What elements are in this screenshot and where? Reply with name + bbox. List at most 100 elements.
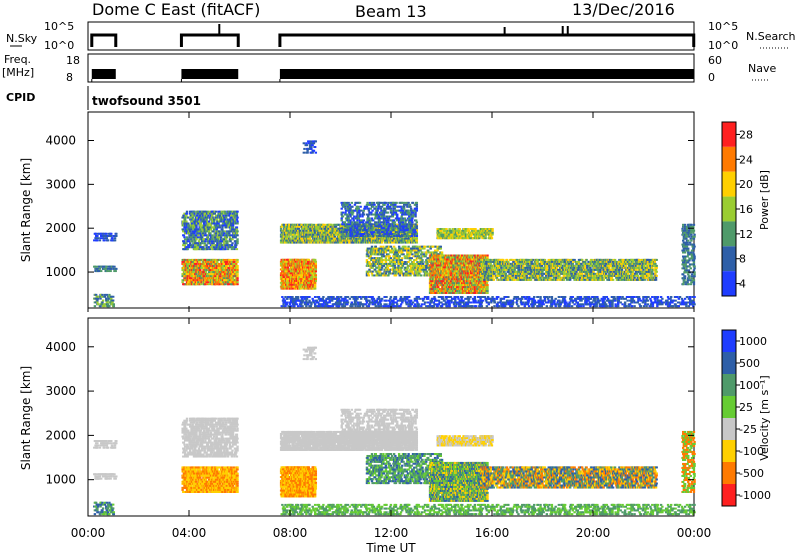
power-cell bbox=[384, 219, 387, 222]
power-cell bbox=[110, 301, 113, 304]
power-cell bbox=[209, 228, 213, 231]
power-cell bbox=[193, 220, 196, 223]
power-cell bbox=[206, 210, 210, 213]
power-cell bbox=[187, 216, 190, 219]
power-cell bbox=[413, 229, 417, 232]
power-cell bbox=[201, 214, 205, 217]
power-cell bbox=[110, 303, 114, 306]
power-cell bbox=[218, 234, 221, 237]
power-cell bbox=[379, 207, 383, 210]
power-cell bbox=[415, 239, 419, 242]
power-cell bbox=[399, 237, 402, 240]
power-cell bbox=[291, 287, 294, 290]
power-cell bbox=[227, 224, 230, 227]
power-cell bbox=[197, 222, 200, 225]
power-cell bbox=[341, 211, 345, 214]
power-cell bbox=[392, 241, 396, 244]
power-cell bbox=[348, 209, 351, 212]
power-cell bbox=[387, 241, 391, 244]
power-cell bbox=[223, 244, 226, 247]
power-cell bbox=[407, 209, 410, 212]
power-cell bbox=[379, 221, 382, 224]
power-cell bbox=[93, 301, 97, 304]
power-cell bbox=[392, 229, 395, 232]
power-cell bbox=[104, 267, 107, 270]
power-cell bbox=[385, 223, 389, 226]
power-cell bbox=[380, 231, 384, 234]
power-cell bbox=[368, 241, 372, 244]
power-cell bbox=[183, 242, 186, 245]
power-cell bbox=[93, 305, 97, 308]
power-cell bbox=[223, 224, 227, 227]
power-cell bbox=[360, 223, 363, 226]
power-cell bbox=[211, 242, 214, 245]
power-cell bbox=[414, 223, 417, 226]
power-cell bbox=[393, 221, 396, 224]
power-cell bbox=[358, 209, 362, 212]
power-cell bbox=[356, 234, 359, 237]
power-cell bbox=[236, 275, 239, 278]
power-cell bbox=[325, 223, 329, 226]
power-cell bbox=[228, 232, 231, 235]
power-cell bbox=[192, 275, 196, 278]
power-cell bbox=[356, 229, 359, 232]
power-cell bbox=[207, 240, 210, 243]
power-cell bbox=[375, 223, 378, 226]
power-cell bbox=[111, 299, 115, 302]
power-cell bbox=[358, 213, 362, 216]
power-cell bbox=[197, 234, 200, 237]
power-cell bbox=[360, 233, 363, 236]
power-cell bbox=[110, 295, 113, 298]
power-cell bbox=[397, 241, 401, 244]
power-cell bbox=[402, 203, 406, 206]
power-cell bbox=[378, 223, 381, 226]
power-cell bbox=[381, 234, 384, 237]
power-cell bbox=[410, 234, 413, 237]
power-cell bbox=[396, 234, 400, 237]
power-cell bbox=[284, 287, 287, 290]
power-cell bbox=[192, 273, 195, 276]
power-cell bbox=[353, 225, 357, 228]
power-cell bbox=[98, 267, 102, 270]
power-cell bbox=[335, 231, 338, 234]
power-cell bbox=[236, 210, 239, 213]
power-cell bbox=[374, 245, 377, 248]
power-cell bbox=[307, 258, 311, 261]
power-cell bbox=[414, 219, 418, 222]
power-cell bbox=[334, 229, 337, 232]
power-cell bbox=[310, 260, 313, 263]
power-cell bbox=[415, 241, 419, 244]
power-cell bbox=[402, 223, 405, 226]
power-cell bbox=[316, 239, 319, 242]
power-cell bbox=[337, 223, 341, 226]
power-cell bbox=[387, 229, 390, 232]
power-cell bbox=[365, 255, 369, 258]
power-cell bbox=[185, 242, 188, 245]
plot-title: Dome C East (fitACF) bbox=[92, 0, 260, 19]
power-cell bbox=[232, 262, 235, 265]
power-cell bbox=[351, 205, 354, 208]
power-cell bbox=[280, 231, 283, 234]
freq-segment bbox=[181, 69, 239, 79]
power-cell bbox=[305, 287, 308, 290]
power-cell bbox=[99, 237, 103, 240]
power-cell bbox=[212, 226, 215, 229]
power-cell bbox=[187, 269, 190, 272]
power-cell bbox=[330, 223, 333, 226]
power-cell bbox=[363, 233, 366, 236]
power-cell bbox=[298, 287, 302, 290]
power-cell bbox=[189, 242, 192, 245]
freq-segment bbox=[91, 69, 116, 79]
power-cell bbox=[223, 271, 227, 274]
power-cell bbox=[223, 258, 226, 261]
power-cell bbox=[186, 248, 189, 251]
power-cell bbox=[302, 287, 306, 290]
power-cell bbox=[373, 217, 377, 220]
power-cell bbox=[189, 232, 192, 235]
power-cell bbox=[99, 232, 103, 235]
power-cell bbox=[366, 201, 369, 204]
power-cell bbox=[236, 220, 239, 223]
power-cell bbox=[102, 295, 105, 298]
power-cell bbox=[375, 241, 379, 244]
power-cell bbox=[390, 227, 393, 230]
